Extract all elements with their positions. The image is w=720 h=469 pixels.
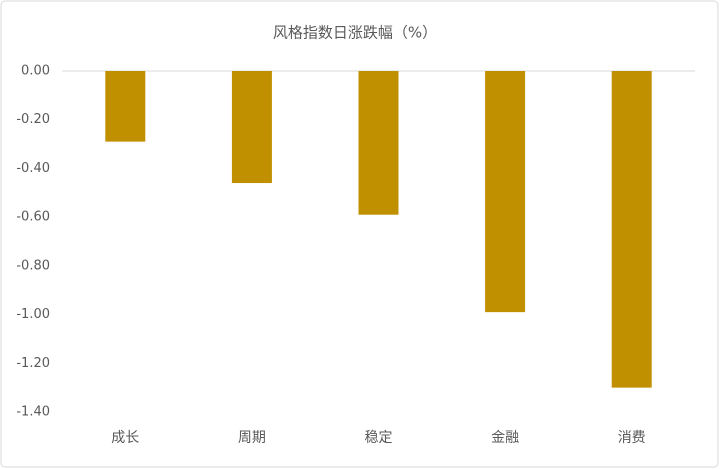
bar [485, 71, 526, 313]
y-tick-label: 0.00 [21, 64, 50, 79]
y-tick-label: -0.40 [16, 161, 50, 176]
bar [358, 71, 399, 215]
y-tick-label: -0.80 [16, 258, 50, 273]
y-tick-label: -1.40 [16, 405, 50, 420]
y-tick-label: -1.00 [16, 307, 50, 322]
bar [105, 71, 146, 142]
x-tick-label: 金融 [491, 430, 519, 446]
y-tick-label: -0.20 [16, 112, 50, 127]
x-tick-label: 消费 [618, 430, 646, 446]
chart-title: 风格指数日涨跌幅（%） [273, 24, 437, 42]
x-tick-label: 稳定 [365, 430, 393, 446]
x-tick-label: 成长 [111, 430, 139, 446]
y-tick-label: -1.20 [16, 356, 50, 371]
bar [611, 71, 652, 388]
bar [231, 71, 272, 184]
x-tick-label: 周期 [238, 430, 266, 446]
y-tick-label: -0.60 [16, 210, 50, 225]
